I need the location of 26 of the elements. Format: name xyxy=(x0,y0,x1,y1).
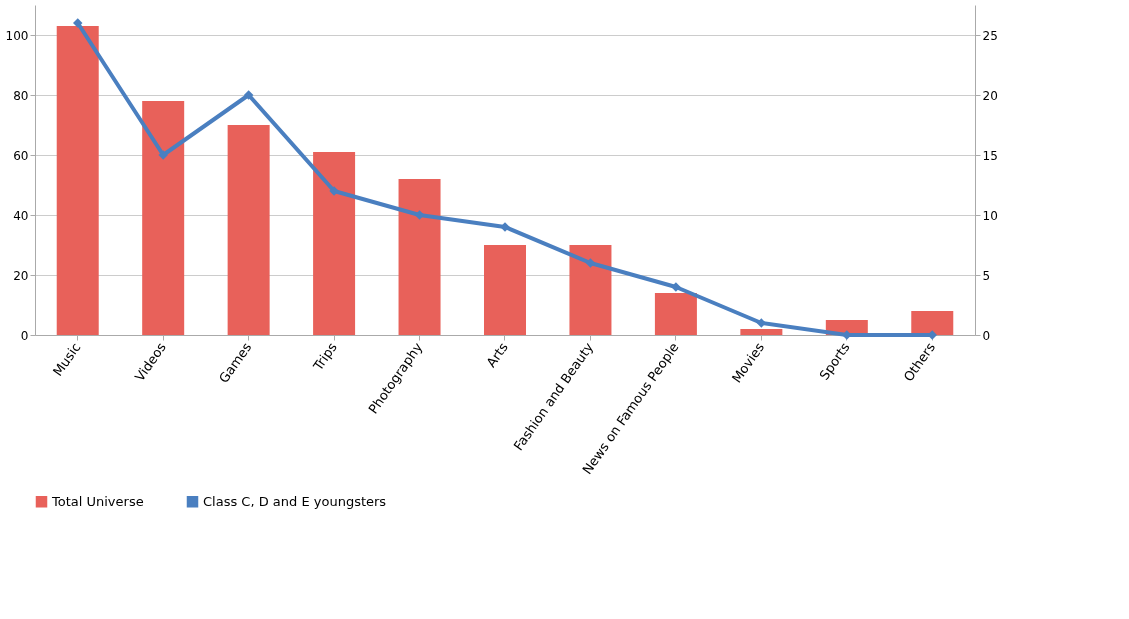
y2-tick-label: 15 xyxy=(982,148,998,163)
legend-label: Class C, D and E youngsters xyxy=(203,493,387,509)
bar xyxy=(911,311,954,335)
bar xyxy=(740,329,783,335)
point xyxy=(243,90,254,100)
y-tick-label: 0 xyxy=(20,328,29,343)
bar xyxy=(654,293,697,335)
bar xyxy=(313,152,356,335)
y2-tick-label: 25 xyxy=(982,28,998,43)
y2-tick-label: 10 xyxy=(982,208,998,223)
bar xyxy=(56,26,99,335)
legend-label: Total Universe xyxy=(51,493,144,509)
bar xyxy=(484,245,526,335)
bar xyxy=(398,179,441,335)
y-tick-label: 20 xyxy=(13,268,29,283)
y2-tick-label: 0 xyxy=(982,328,991,343)
y-tick-label: 100 xyxy=(5,28,29,43)
bar xyxy=(142,101,185,335)
y-tick-label: 40 xyxy=(13,208,29,223)
bar xyxy=(569,245,612,335)
y2-tick-label: 5 xyxy=(982,268,991,283)
y-tick-label: 80 xyxy=(13,88,29,103)
y2-tick-label: 20 xyxy=(982,88,998,103)
point xyxy=(72,18,83,28)
y-tick-label: 60 xyxy=(13,148,29,163)
bar xyxy=(227,125,270,335)
